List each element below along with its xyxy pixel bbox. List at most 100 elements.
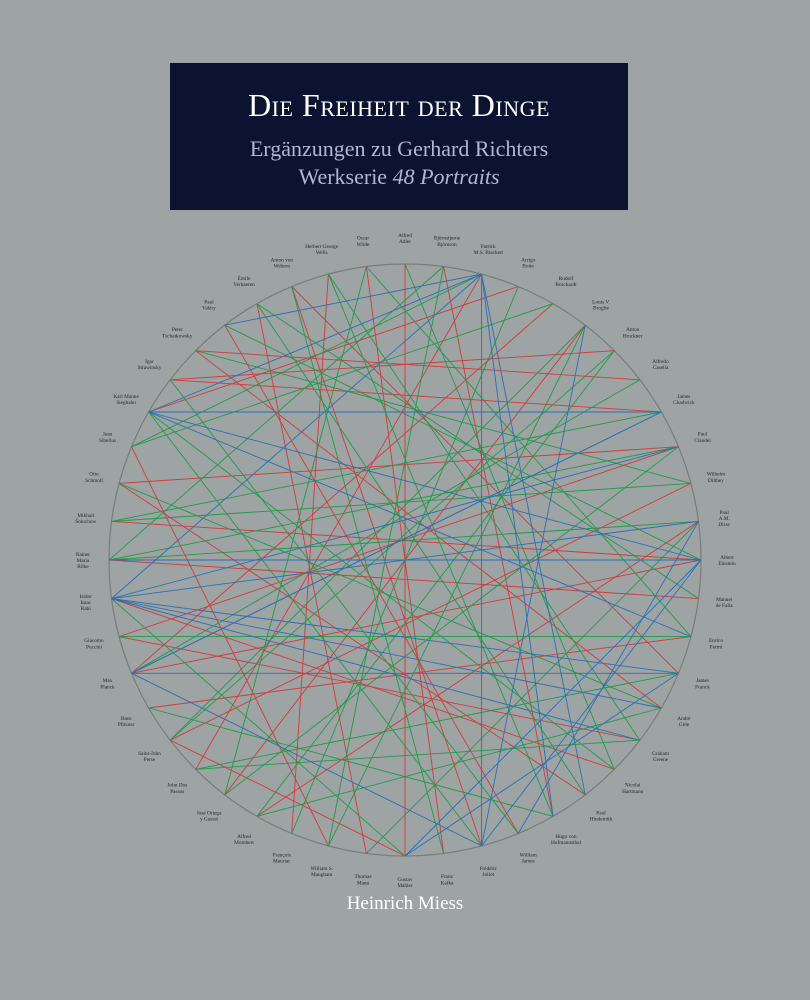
connection-line-red	[443, 266, 554, 817]
connection-line-red	[256, 521, 699, 817]
person-label: Paul A.M. Dirac	[718, 510, 730, 528]
person-label-line: de Falla	[716, 603, 734, 609]
connection-line-green	[404, 263, 615, 770]
person-label: Anton von Webern	[271, 257, 294, 269]
person-label-line: André	[677, 716, 691, 722]
person-label-line: M.S. Blackett	[474, 250, 504, 256]
person-label-line: Hartmann	[622, 789, 644, 795]
person-label-line: Adler	[399, 239, 411, 245]
person-label: Graham Greene	[652, 751, 670, 763]
person-label: Gustav Mahler	[397, 877, 413, 889]
person-label-line: Paul	[698, 432, 708, 438]
person-label-line: Alfred	[237, 833, 251, 840]
person-label-line: Paul	[596, 810, 606, 816]
person-label-line: Mahler	[397, 883, 413, 889]
person-label-line: Maria	[77, 558, 90, 564]
person-label-line: James	[696, 678, 709, 684]
connection-line-red	[291, 274, 329, 834]
author-name: Heinrich Miess	[346, 893, 464, 914]
person-label-line: Paul	[204, 299, 214, 305]
connection-line-blue	[404, 559, 702, 857]
connection-line-blue	[481, 274, 586, 795]
connection-line-red	[195, 350, 640, 381]
person-label: André Gide	[677, 716, 691, 728]
connection-line-red	[170, 379, 662, 413]
person-label-line: Rilke	[77, 564, 89, 570]
person-label-line: Anton	[626, 327, 640, 333]
person-label-line: Nicolai	[625, 783, 641, 789]
connection-line-blue	[111, 598, 640, 741]
person-label-line: Dirac	[718, 522, 730, 528]
person-label-line: Frédéric	[479, 866, 497, 872]
person-label: Oscar Wilde	[357, 236, 370, 248]
connection-line-blue	[481, 325, 586, 846]
person-label-line: Manuel	[716, 597, 733, 603]
title-box: Die Freiheit der Dinge Ergänzungen zu Ge…	[170, 63, 628, 210]
person-label-line: Mann	[357, 880, 370, 886]
book-subtitle: Ergänzungen zu Gerhard Richters Werkseri…	[170, 135, 628, 191]
person-label: Rainer Maria Rilke	[76, 552, 90, 570]
connection-line-green	[224, 266, 367, 795]
connection-line-green	[224, 324, 702, 561]
person-label-line: Wilde	[357, 242, 370, 248]
connection-line-red	[170, 482, 692, 741]
person-label-line: Franck	[695, 684, 710, 690]
connection-line-red	[170, 739, 406, 857]
person-label: Franz Kafka	[441, 874, 455, 886]
connection-line-red	[119, 446, 679, 484]
person-label: François Mauriac	[273, 852, 292, 864]
connection-line-blue	[404, 672, 679, 857]
connection-line-blue	[111, 446, 679, 600]
person-label-line: Alfredo	[652, 358, 669, 365]
person-label-line: Šolochow	[75, 517, 96, 525]
person-label-line: Hofmannsthal	[551, 839, 582, 846]
connection-line-blue	[131, 411, 662, 674]
connection-line-green	[224, 446, 679, 796]
person-label-line: Peter	[172, 327, 183, 333]
person-label-line: Fermi	[710, 644, 723, 650]
book-title: Die Freiheit der Dinge	[248, 87, 550, 123]
person-label-line: Tschaikowsky	[162, 333, 193, 339]
person-label-line: Louis V.	[592, 299, 610, 305]
person-label: Paul Hindemith	[590, 810, 613, 822]
person-label-line: John Dos	[167, 783, 187, 789]
connection-line-green	[148, 707, 554, 817]
person-label: Alfred Mombert	[234, 833, 254, 846]
connection-line-green	[148, 411, 482, 847]
person-label-line: Planck	[100, 684, 115, 690]
person-label-line: Jean	[103, 432, 113, 438]
person-label: José Ortega y Gasset	[197, 810, 223, 822]
person-label-line: Gide	[679, 722, 690, 728]
person-label-line: Maugham	[311, 872, 333, 878]
person-label-line: Mauriac	[273, 859, 291, 865]
person-label-line: Puccini	[86, 644, 102, 650]
connection-line-red	[131, 446, 329, 847]
person-label-line: Rabi	[81, 606, 92, 612]
connection-line-green	[195, 350, 692, 484]
person-label: Thomas Mann	[354, 874, 371, 886]
person-label-line: Anton von	[271, 257, 294, 263]
person-label: Mikhail Šolochow	[75, 513, 96, 525]
person-label-line: William S.	[310, 866, 333, 872]
connection-line-red	[131, 303, 554, 674]
person-label: Björnstjerne Björnson	[434, 236, 461, 248]
connection-line-red	[118, 483, 586, 796]
connection-line-green	[256, 303, 586, 796]
person-label: James Franck	[695, 678, 710, 690]
connection-line-green	[256, 350, 615, 817]
person-label: Patrick M.S. Blackett	[474, 244, 504, 256]
person-label-line: Rainer	[76, 552, 90, 558]
person-label-line: Max	[103, 678, 113, 684]
connection-line-green	[256, 303, 699, 599]
person-label: Max Planck	[100, 678, 115, 690]
connection-line-green	[327, 273, 554, 817]
person-label-line: Strawinsky	[138, 365, 162, 371]
connection-line-green	[327, 266, 445, 846]
person-label: John Dos Passos	[167, 783, 187, 795]
person-label: Albert Einstein	[718, 555, 736, 567]
connection-line-red	[170, 350, 615, 381]
connection-line-blue	[111, 273, 482, 599]
person-label-line: Kafka	[441, 879, 455, 886]
person-label-line: François	[273, 852, 291, 858]
connection-line-blue	[148, 273, 482, 413]
